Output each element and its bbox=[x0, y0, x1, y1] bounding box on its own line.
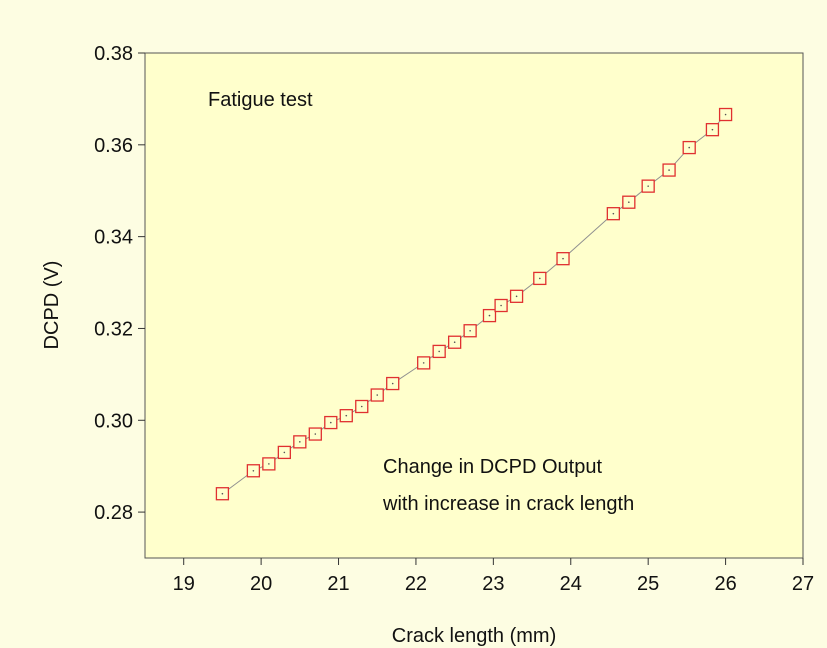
y-tick-label: 0.38 bbox=[94, 43, 133, 65]
annotation: Fatigue test bbox=[208, 89, 313, 111]
marker-dot bbox=[612, 212, 615, 215]
plot-area bbox=[144, 52, 804, 559]
marker-dot bbox=[562, 257, 564, 260]
y-tick-label: 0.30 bbox=[94, 410, 133, 432]
y-tick-label: 0.28 bbox=[94, 502, 133, 524]
marker-dot bbox=[668, 169, 670, 171]
x-tick-label: 23 bbox=[482, 573, 504, 595]
annotation: Change in DCPD Output bbox=[383, 456, 602, 478]
marker-dot bbox=[628, 201, 630, 204]
x-tick-label: 21 bbox=[327, 573, 349, 595]
marker-dot bbox=[268, 463, 270, 465]
marker-dot bbox=[488, 314, 491, 317]
marker-dot bbox=[711, 128, 714, 131]
marker-dot bbox=[329, 421, 332, 424]
x-tick-label: 22 bbox=[405, 573, 427, 595]
marker-dot bbox=[221, 492, 224, 495]
marker-dot bbox=[500, 304, 502, 307]
y-tick-label: 0.34 bbox=[94, 227, 133, 249]
x-axis-label: Crack length (mm) bbox=[392, 625, 556, 647]
marker-dot bbox=[345, 414, 348, 417]
marker-dot bbox=[515, 295, 518, 298]
marker-dot bbox=[360, 405, 363, 408]
marker-dot bbox=[438, 350, 440, 353]
marker-dot bbox=[647, 185, 649, 187]
x-tick-label: 20 bbox=[250, 573, 272, 595]
marker-dot bbox=[283, 451, 286, 454]
annotation: with increase in crack length bbox=[382, 493, 634, 515]
x-tick-label: 25 bbox=[637, 573, 659, 595]
marker-dot bbox=[469, 329, 471, 332]
y-axis-label: DCPD (V) bbox=[41, 261, 63, 350]
x-tick-label: 27 bbox=[792, 573, 814, 595]
y-tick-label: 0.32 bbox=[94, 318, 133, 340]
marker-dot bbox=[314, 433, 317, 435]
x-tick-label: 24 bbox=[560, 573, 582, 595]
marker-dot bbox=[539, 277, 541, 280]
marker-dot bbox=[422, 362, 425, 364]
marker-dot bbox=[299, 441, 301, 443]
marker-dot bbox=[252, 469, 255, 472]
x-tick-label: 19 bbox=[173, 573, 195, 595]
marker-dot bbox=[376, 394, 379, 396]
marker-dot bbox=[453, 341, 456, 344]
marker-dot bbox=[391, 382, 394, 385]
marker-dot bbox=[724, 113, 727, 116]
x-tick-label: 26 bbox=[714, 573, 736, 595]
y-tick-label: 0.36 bbox=[94, 135, 133, 157]
marker-dot bbox=[688, 146, 691, 149]
